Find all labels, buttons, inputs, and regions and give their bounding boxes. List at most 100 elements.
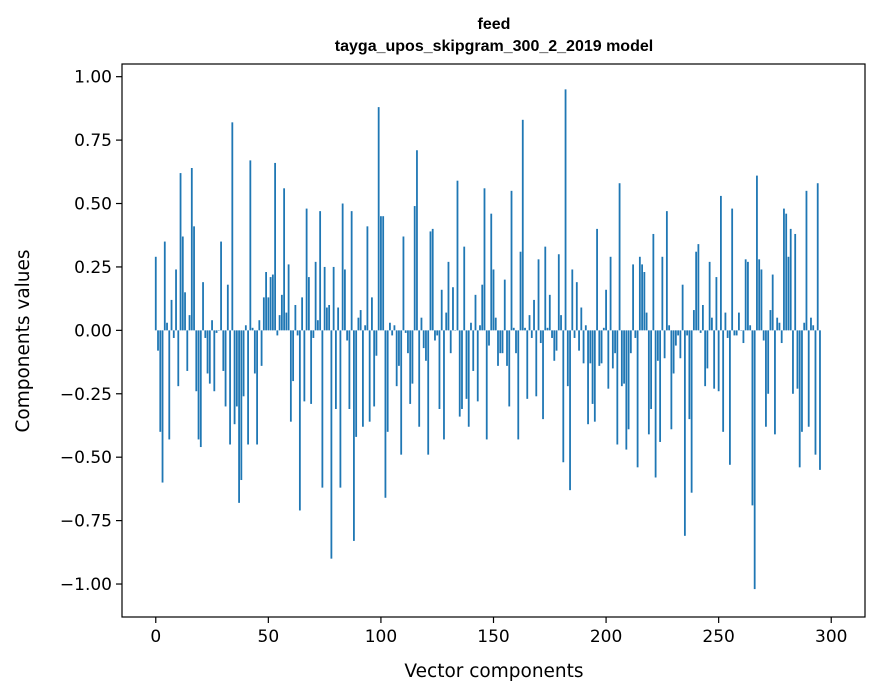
- bar-63: [296, 330, 299, 336]
- bar-258: [735, 330, 738, 336]
- bar-44: [253, 330, 256, 374]
- bar-222: [654, 330, 657, 478]
- bar-76: [325, 307, 328, 331]
- bar-105: [391, 330, 394, 336]
- bar-72: [316, 320, 319, 331]
- bar-281: [787, 256, 790, 331]
- bar-110: [402, 236, 405, 331]
- bar-283: [792, 330, 794, 394]
- bar-74: [321, 330, 324, 488]
- bar-94: [366, 226, 369, 331]
- bar-140: [470, 322, 472, 331]
- bar-269: [760, 269, 763, 331]
- bar-2: [159, 330, 162, 432]
- bar-56: [280, 294, 283, 331]
- bar-87: [350, 211, 353, 331]
- y-tick-label: −0.75: [60, 512, 112, 532]
- bar-220: [650, 330, 653, 409]
- bar-121: [427, 330, 430, 455]
- bar-99: [377, 107, 380, 331]
- bar-218: [645, 312, 648, 331]
- bar-65: [301, 297, 304, 331]
- bar-106: [393, 325, 396, 331]
- bar-134: [456, 180, 459, 331]
- bar-86: [348, 330, 351, 409]
- bar-223: [656, 330, 659, 361]
- bar-32: [226, 284, 229, 331]
- bar-272: [767, 330, 770, 394]
- bar-196: [596, 228, 598, 331]
- bar-244: [704, 330, 707, 387]
- bar-209: [625, 330, 628, 450]
- bar-274: [771, 274, 774, 331]
- bar-262: [744, 259, 747, 331]
- bar-181: [562, 330, 565, 463]
- bar-127: [440, 289, 443, 331]
- bar-102: [384, 330, 387, 498]
- bar-38: [240, 330, 243, 481]
- bar-115: [413, 206, 416, 331]
- bar-176: [551, 330, 553, 338]
- bar-70: [312, 330, 315, 338]
- bar-211: [629, 330, 632, 354]
- bar-183: [566, 330, 569, 387]
- bar-5: [166, 322, 168, 331]
- bar-279: [783, 208, 785, 331]
- x-tick-label: 300: [815, 627, 847, 647]
- x-axis-label: Vector components: [404, 661, 583, 682]
- bar-257: [733, 330, 736, 336]
- bar-230: [672, 330, 675, 374]
- bar-95: [368, 330, 371, 422]
- bar-108: [398, 330, 400, 366]
- bar-270: [762, 330, 765, 341]
- bar-235: [683, 330, 686, 536]
- bar-29: [220, 241, 222, 331]
- bar-184: [569, 330, 571, 491]
- bar-77: [328, 304, 331, 331]
- x-tick-label: 50: [258, 627, 280, 647]
- bar-246: [708, 261, 711, 331]
- bar-104: [389, 322, 391, 331]
- bar-83: [341, 203, 344, 331]
- bar-248: [713, 330, 716, 389]
- bar-75: [323, 266, 326, 331]
- bar-30: [222, 330, 225, 371]
- bar-253: [724, 312, 727, 331]
- bar-206: [618, 183, 621, 331]
- bar-61: [292, 330, 295, 382]
- bar-247: [711, 317, 713, 331]
- bar-82: [339, 330, 342, 488]
- bar-53: [274, 162, 276, 331]
- bar-191: [584, 325, 587, 331]
- bar-228: [668, 325, 671, 331]
- bar-287: [801, 330, 803, 432]
- y-tick-label: 0.00: [74, 321, 112, 341]
- plot-frame: [121, 63, 866, 618]
- bar-249: [715, 277, 718, 331]
- bar-series: [154, 89, 821, 590]
- bar-101: [382, 216, 385, 331]
- bar-202: [609, 256, 612, 331]
- y-tick-label: −0.50: [60, 448, 112, 468]
- bar-172: [542, 330, 544, 420]
- bar-122: [429, 231, 432, 331]
- bar-157: [508, 330, 511, 407]
- bar-138: [465, 330, 468, 399]
- bar-10: [177, 330, 180, 387]
- bar-165: [526, 330, 529, 399]
- bar-151: [494, 317, 497, 331]
- bar-182: [564, 89, 567, 331]
- bar-161: [517, 330, 520, 440]
- bar-96: [371, 297, 373, 331]
- bar-256: [731, 208, 734, 331]
- bar-158: [510, 190, 513, 331]
- bar-37: [238, 330, 240, 503]
- bar-52: [271, 274, 274, 331]
- bar-213: [634, 330, 637, 338]
- bar-188: [578, 330, 580, 351]
- bar-201: [607, 330, 610, 389]
- bar-166: [528, 315, 531, 331]
- bar-275: [774, 330, 776, 435]
- bar-135: [458, 330, 461, 417]
- bar-107: [395, 330, 398, 387]
